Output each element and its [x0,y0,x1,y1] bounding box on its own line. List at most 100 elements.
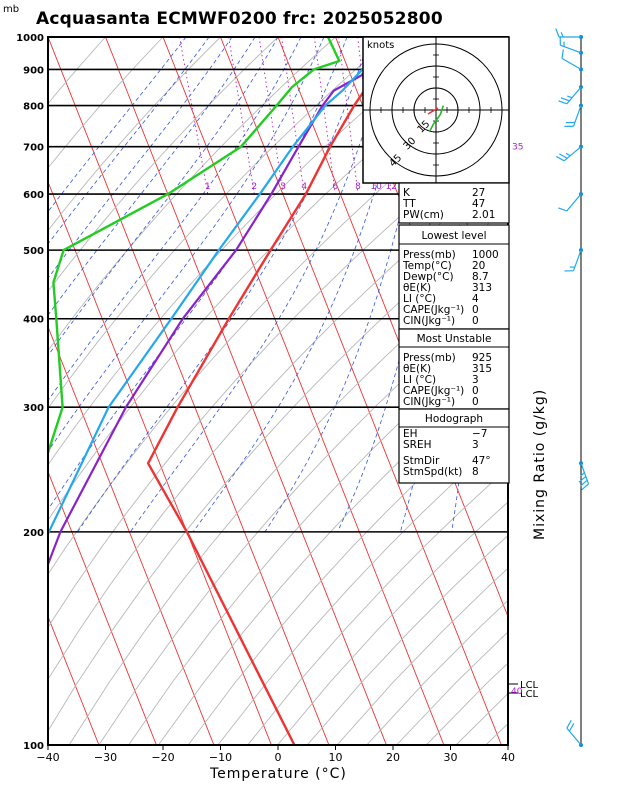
index-label: K [403,187,411,199]
wind-barb-shaft [561,57,582,70]
index-value: 0 [472,304,479,316]
temperature-tick-label: −40 [36,751,59,764]
wind-barb-flag [558,100,568,105]
index-label: LI (°C) [403,293,436,305]
wind-barbs [555,28,590,747]
dry-adiabat-line [48,165,508,681]
index-value: 8 [472,466,479,478]
pressure-tick-label: 900 [23,65,44,76]
index-box-hodograph [398,408,510,484]
dry-adiabat-line [545,37,618,745]
dewpoint-profile-line [48,37,341,457]
wind-barb-flag [566,720,572,729]
index-label: Press(mb) [403,352,456,364]
dry-adiabat-line [48,37,164,169]
temperature-tick-label: 30 [444,751,458,764]
index-label: CAPE(Jkg⁻¹) [403,385,464,397]
pressure-unit-label: mb [3,4,20,15]
moist-adiabat-line [77,37,371,533]
mixing-ratio-label: 2 [251,182,257,192]
index-value: 4 [472,293,479,305]
wind-barb-shaft [572,249,582,272]
index-value: 20 [472,260,485,272]
pressure-tick-label: 500 [23,246,44,257]
mixing-ratio-label: 35 [512,143,523,153]
index-value: 3 [472,374,479,386]
isotherm-line [48,470,157,745]
index-box-unstable [398,328,510,410]
isotherm-line [48,37,330,745]
temperature-tick-label: −20 [151,751,174,764]
index-label: SREH [403,439,432,451]
wind-barb-half [560,32,564,38]
isotherm-line [48,615,100,745]
mixing-ratio-label: 6 [332,182,338,192]
isotherm-line [162,37,445,745]
index-label: CIN(Jkg⁻¹) [403,315,455,327]
index-label: StmDir [403,455,440,467]
index-box-top [398,182,510,224]
index-value: 925 [472,352,492,364]
dry-adiabat-line [48,37,221,232]
index-label: EH [403,428,418,440]
wind-barb-shaft [566,86,582,105]
pressure-tick-label: 200 [23,528,44,539]
wind-barb-flag [579,479,588,487]
isotherm-line [105,37,387,745]
index-label: TT [402,198,416,210]
mixing-ratio-label: 4 [301,182,307,192]
dry-adiabat-line [48,37,279,293]
lcl-label: LCL [520,689,539,700]
wind-barb-flag [560,97,570,102]
mixing-ratio-label: 10 [370,182,382,192]
mixing-ratio-label: 12 [385,182,396,192]
wind-barb-shaft [566,727,582,746]
index-label: LI (°C) [403,374,436,386]
pressure-tick-label: 700 [23,143,44,154]
dry-adiabat-line [516,37,618,745]
pressure-tick-label: 600 [23,190,44,201]
wind-barb-flag [559,153,568,159]
hodograph-unit-label: knots [367,40,394,51]
index-label: CIN(Jkg⁻¹) [403,396,455,408]
mixing-ratio-line [228,37,255,195]
mixing-ratio-label: 3 [280,182,286,192]
pressure-tick-label: 300 [23,403,44,414]
chart-title: Acquasanta ECMWF0200 frc: 2025052800 [36,9,443,29]
mixing-ratio-label: 1 [205,182,211,192]
wind-barb-shaft [566,193,582,212]
wind-barb-flag [555,28,560,38]
dry-adiabat-line [48,123,508,629]
dry-adiabat-line [48,37,106,105]
index-value: 315 [472,363,492,375]
dry-adiabat-line [128,323,508,745]
index-value: 3 [472,439,479,451]
dry-adiabat-line [68,246,508,745]
mixing-ratio-line [258,37,284,195]
index-label: θE(K) [403,363,431,375]
index-label: Dewp(°C) [403,271,454,283]
index-label: PW(cm) [403,209,444,221]
mixing-ratio-label: 8 [355,182,361,192]
index-header: Lowest level [421,230,486,242]
index-value: 0 [472,315,479,327]
parcel-profile-line [48,37,395,568]
temperature-tick-label: 0 [275,751,282,764]
index-value: 27 [472,187,485,199]
x-axis-label: Temperature (°C) [210,766,347,782]
index-header: Hodograph [425,413,483,425]
dry-adiabat-line [158,360,508,745]
index-value: 1000 [472,249,499,261]
isotherm-line [48,325,215,745]
wind-barb-half [580,472,585,477]
dry-adiabat-line [48,37,336,352]
pressure-tick-label: 800 [23,102,44,113]
index-table: K 27 TT 47 PW(cm) 2.01 Lowest level Press(mb) 10… [398,182,510,484]
index-value: 47 [472,198,485,210]
hodograph-trace [429,105,445,131]
index-header: Most Unstable [417,333,492,345]
index-label: CAPE(Jkg⁻¹) [403,304,464,316]
isotherm-line [220,37,502,745]
